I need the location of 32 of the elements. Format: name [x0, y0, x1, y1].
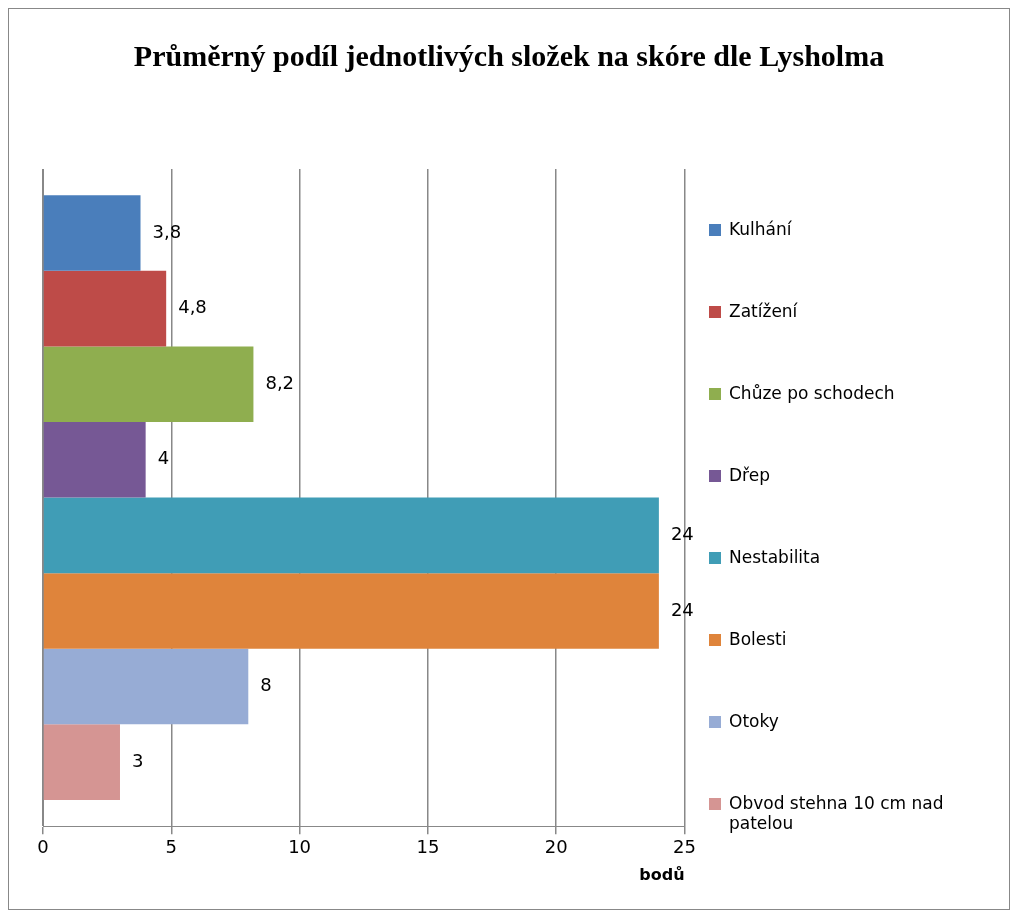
- legend-label: Nestabilita: [729, 547, 821, 567]
- legend-label: Zatížení: [729, 301, 798, 321]
- data-label: 4,8: [178, 296, 207, 318]
- bar: [43, 346, 254, 423]
- x-tick-label: 15: [416, 835, 440, 857]
- x-tick-label: 25: [673, 835, 696, 857]
- data-label: 4: [157, 447, 170, 469]
- x-tick-label: 10: [288, 835, 312, 857]
- legend-label: Chůze po schodech: [729, 383, 895, 403]
- bar: [43, 648, 249, 725]
- data-label: 24: [670, 598, 694, 620]
- bar: [43, 422, 146, 498]
- bar: [43, 270, 167, 347]
- legend-label: Kulhání: [729, 219, 792, 239]
- data-label: 24: [670, 523, 694, 545]
- data-label: 3: [131, 749, 144, 771]
- legend-label: Otoky: [729, 711, 779, 731]
- x-axis-title: bodů: [639, 864, 685, 884]
- legend-label: Dřep: [729, 465, 770, 485]
- legend-label: Bolesti: [729, 629, 787, 649]
- bar: [43, 497, 659, 574]
- bar: [43, 195, 141, 271]
- chart-title: Průměrný podíl jednotlivých složek na skóre dle Lysholma: [132, 39, 886, 73]
- x-tick-label: 0: [37, 835, 49, 857]
- x-tick-label: 20: [544, 835, 568, 857]
- data-label: 8,2: [265, 371, 295, 393]
- bar: [43, 724, 120, 800]
- data-label: 3,8: [152, 220, 182, 242]
- bar: [43, 573, 659, 649]
- x-tick-label: 5: [165, 835, 178, 857]
- data-label: 8: [260, 674, 272, 696]
- legend-label: Obvod stehna 10 cm nad patelou: [729, 793, 945, 833]
